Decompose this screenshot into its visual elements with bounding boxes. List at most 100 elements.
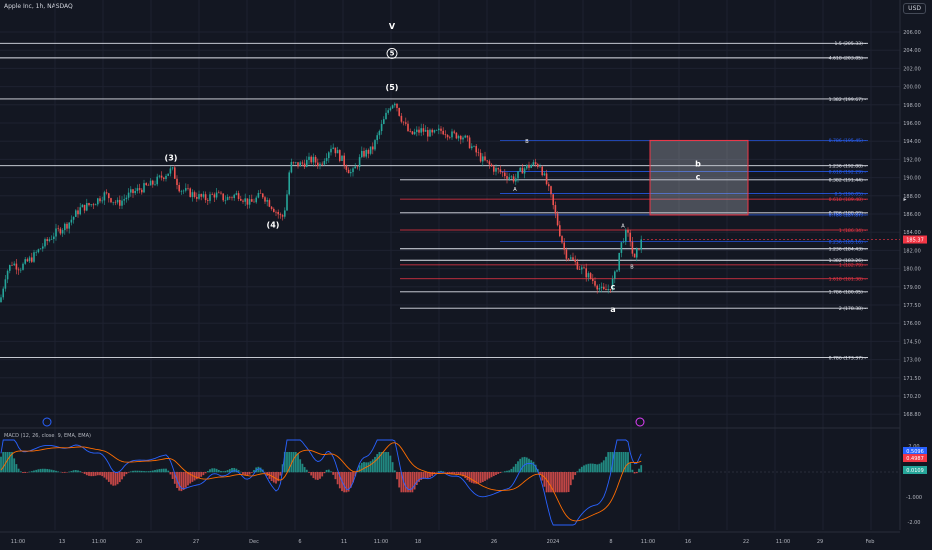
candle-body [310,156,312,163]
candle-body [592,278,594,281]
candle-body [387,110,389,113]
candle-body [420,128,422,133]
candle-body [259,192,262,194]
candle-body [152,180,154,185]
fib-level-label: 4.618 (203.85) - [829,56,867,62]
macd-histogram-bar [180,472,183,492]
macd-histogram-bar [215,468,218,473]
candle-body [226,196,229,201]
candle-body [574,259,576,262]
wave-label: (5) [386,83,399,92]
macd-histogram-bar [231,467,233,473]
macd-histogram-bar [121,472,123,480]
candle-body [609,289,612,291]
macd-histogram-bar [63,472,66,473]
macd-histogram-bar [459,472,462,475]
macd-histogram-bar [118,472,121,483]
candle-body [369,146,372,154]
signal-line [0,442,642,522]
macd-histogram-bar [189,472,192,484]
candle-body [519,167,521,172]
time-tick-label: 11:00 [641,539,655,545]
macd-histogram-bar [226,470,229,473]
wave-label: B [525,139,529,145]
wave-label: a [610,305,615,314]
candle-body [242,200,244,202]
macd-histogram-bar [332,472,335,475]
candle-body [372,146,374,150]
macd-histogram-bar [567,472,570,493]
macd-histogram-bar [209,469,211,473]
macd-histogram-bar [55,470,57,473]
candle-body [594,280,596,286]
macd-histogram-bar [187,472,189,486]
macd-histogram-bar [125,472,128,475]
candle-body [638,248,640,250]
candle-body [330,148,332,153]
fib-level-label: 1 (182.79) - [839,263,867,269]
candle-body [402,121,405,123]
currency-button[interactable]: USD [903,3,926,14]
candle-body [13,263,15,266]
candle-body [108,193,110,199]
macd-histogram-bar [158,469,161,473]
candle-body [196,196,198,199]
macd-histogram-bar [336,472,339,485]
macd-badge-label: 0.0109 [906,468,924,474]
macd-histogram-bar [92,472,95,477]
candle-body [4,279,7,289]
macd-histogram-bar [50,469,53,473]
macd-histogram-bar [624,452,627,473]
macd-histogram-bar [15,464,18,473]
macd-histogram-bar [37,469,40,473]
candle-body [490,164,493,167]
price-tick-label: 171.50 [903,376,921,382]
candle-body [169,168,172,174]
price-tick-label: 177.50 [903,303,921,309]
fib-level-label: 1.5 (205.33) - [834,41,866,47]
macd-histogram-bar [169,472,172,475]
candle-body [114,201,117,203]
macd-histogram-bar [627,452,629,473]
time-tick-label: 18 [415,539,421,545]
macd-histogram-bar [462,472,464,477]
candle-body [211,194,213,195]
macd-histogram-bar [143,471,145,473]
macd-histogram-bar [182,472,185,490]
macd-badge-label: 0.4987 [906,456,924,462]
candle-body [288,172,290,195]
candle-body [277,211,279,215]
candle-body [187,188,189,189]
candle-body [561,236,563,243]
macd-histogram-bar [349,472,352,488]
macd-histogram-bar [380,452,383,473]
macd-histogram-bar [46,468,49,473]
fib-level-label: 1.618 (181.38) - [829,277,867,283]
candle-body [510,176,513,178]
macd-histogram-bar [561,472,563,493]
macd-histogram-bar [305,469,308,473]
macd-histogram-bar [378,452,381,473]
macd-histogram-bar [578,468,581,473]
fib-level-label: 0.236 (185.16) - [829,239,867,245]
macd-histogram-bar [4,452,7,473]
macd-histogram-bar [602,460,605,473]
time-tick-label: 6 [298,539,301,545]
macd-histogram-bar [26,472,29,473]
candle-body [422,128,425,132]
candle-body [620,242,623,253]
macd-histogram-bar [554,472,557,493]
macd-histogram-bar [440,470,442,473]
macd-histogram-bar [525,457,528,473]
macd-histogram-bar [81,472,84,473]
macd-badge-label: 0.5096 [906,449,924,455]
macd-histogram-bar [409,472,412,493]
candle-body [191,192,194,197]
macd-histogram-bar [609,452,612,473]
macd-histogram-bar [77,470,79,473]
macd-histogram-bar [497,472,500,474]
macd-histogram-bar [145,471,148,473]
macd-histogram-bar [96,472,99,476]
fib-level-label: 0.382 (191.44) - [829,178,867,184]
